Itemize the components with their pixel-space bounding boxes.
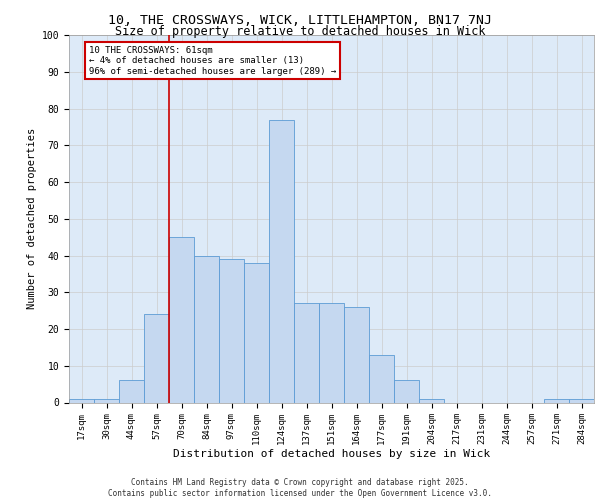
Bar xyxy=(319,304,344,402)
Bar xyxy=(344,307,369,402)
Bar xyxy=(94,399,119,402)
Y-axis label: Number of detached properties: Number of detached properties xyxy=(28,128,37,310)
Bar xyxy=(419,399,444,402)
Bar xyxy=(269,120,294,403)
Bar xyxy=(194,256,219,402)
Text: 10 THE CROSSWAYS: 61sqm
← 4% of detached houses are smaller (13)
96% of semi-det: 10 THE CROSSWAYS: 61sqm ← 4% of detached… xyxy=(89,46,336,76)
Bar xyxy=(144,314,169,402)
Bar xyxy=(119,380,144,402)
Bar xyxy=(169,237,194,402)
Bar xyxy=(369,354,394,403)
Text: Contains HM Land Registry data © Crown copyright and database right 2025.
Contai: Contains HM Land Registry data © Crown c… xyxy=(108,478,492,498)
X-axis label: Distribution of detached houses by size in Wick: Distribution of detached houses by size … xyxy=(173,448,490,458)
Text: Size of property relative to detached houses in Wick: Size of property relative to detached ho… xyxy=(115,25,485,38)
Bar xyxy=(544,399,569,402)
Bar xyxy=(244,263,269,402)
Bar xyxy=(569,399,594,402)
Bar xyxy=(394,380,419,402)
Bar xyxy=(69,399,94,402)
Bar xyxy=(219,259,244,402)
Bar xyxy=(294,304,319,402)
Text: 10, THE CROSSWAYS, WICK, LITTLEHAMPTON, BN17 7NJ: 10, THE CROSSWAYS, WICK, LITTLEHAMPTON, … xyxy=(108,14,492,27)
